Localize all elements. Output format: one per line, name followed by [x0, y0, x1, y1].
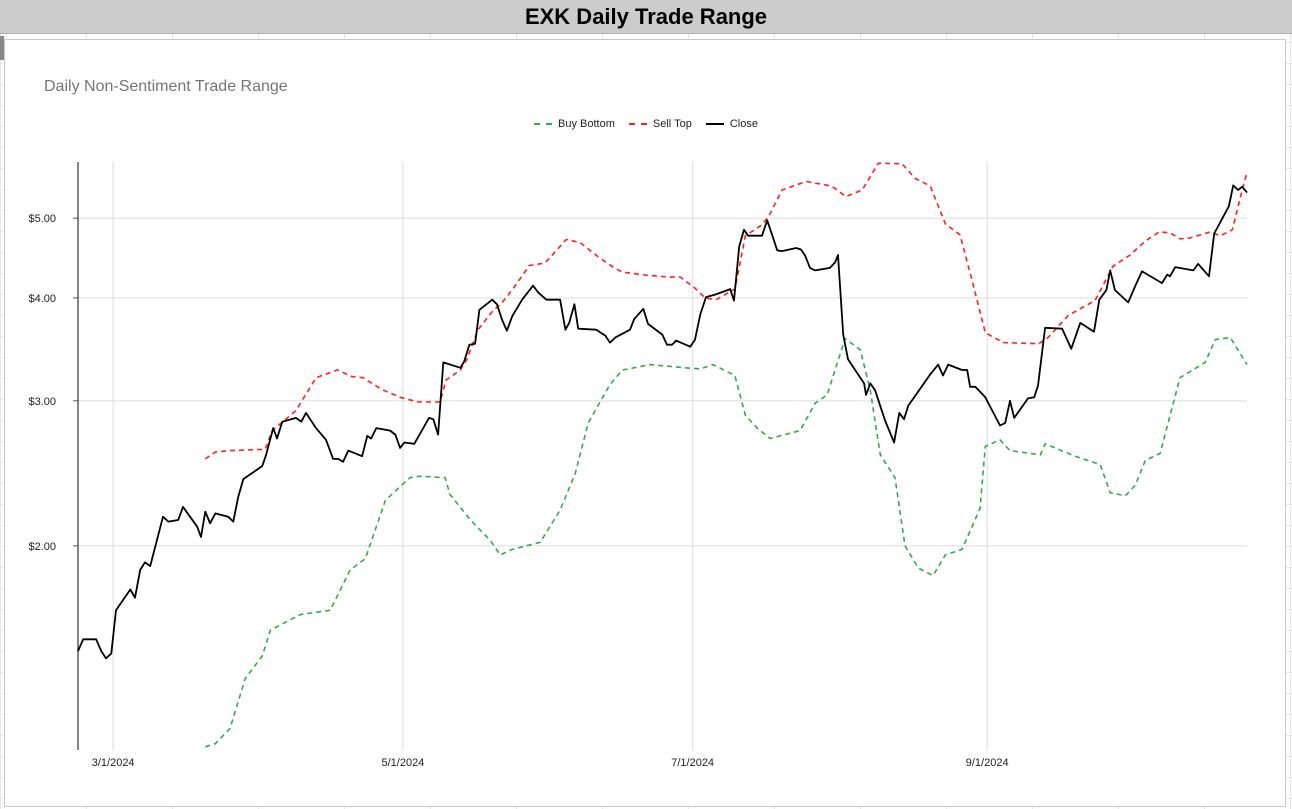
sell-top-line — [204, 162, 1248, 460]
x-tick-label: 5/1/2024 — [381, 757, 424, 769]
sheet-title: EXK Daily Trade Range — [524, 3, 768, 29]
sheet-title-bar: EXK Daily Trade Range — [0, 0, 1292, 34]
legend-label: Close — [729, 118, 758, 130]
chart-container[interactable] — [4, 39, 1286, 807]
y-tick-label: $4.00 — [28, 293, 56, 305]
x-tick-label: 7/1/2024 — [671, 757, 714, 769]
legend-swatch-sell-top — [628, 123, 647, 125]
close-line — [77, 184, 1248, 660]
x-tick-label: 3/1/2024 — [92, 757, 135, 769]
row-selection-handle[interactable] — [0, 36, 4, 60]
chart-legend: Buy Bottom Sell Top Close — [0, 118, 1292, 130]
legend-swatch-buy-bottom — [534, 123, 553, 125]
legend-label: Sell Top — [652, 118, 692, 130]
x-tick-label: 9/1/2024 — [966, 757, 1009, 769]
legend-item-sell-top[interactable]: Sell Top — [628, 118, 692, 130]
chart-title: Daily Non-Sentiment Trade Range — [44, 78, 288, 95]
y-tick-label: $3.00 — [28, 396, 56, 408]
y-tick-label: $2.00 — [28, 541, 56, 553]
y-tick-label: $5.00 — [28, 213, 56, 225]
legend-item-buy-bottom[interactable]: Buy Bottom — [534, 118, 615, 130]
legend-swatch-close — [705, 123, 724, 125]
legend-label: Buy Bottom — [558, 118, 615, 130]
buy-bottom-line — [205, 336, 1248, 748]
legend-item-close[interactable]: Close — [705, 118, 758, 130]
